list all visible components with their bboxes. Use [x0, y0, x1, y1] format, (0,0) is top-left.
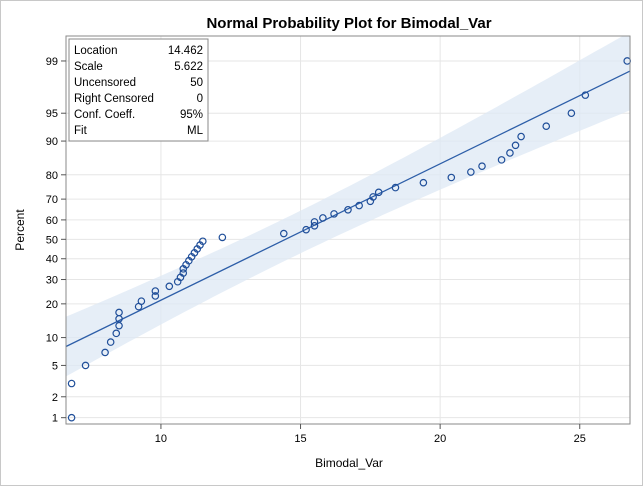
y-tick-label: 2	[52, 392, 58, 404]
data-point	[511, 141, 520, 150]
y-tick-label: 40	[46, 254, 58, 266]
data-point	[101, 348, 109, 357]
data-point	[542, 122, 551, 130]
data-point	[374, 188, 383, 197]
inset-label: Right Censored	[74, 93, 154, 105]
y-tick-label: 90	[46, 136, 58, 148]
inset-label: Uncensored	[74, 77, 136, 89]
fit-line	[66, 70, 630, 348]
data-point	[106, 338, 115, 346]
data-point	[447, 173, 456, 182]
data-point	[137, 297, 146, 305]
x-tick-label: 15	[294, 433, 306, 445]
inset-label: Fit	[74, 125, 88, 137]
data-point	[302, 225, 310, 234]
data-point	[467, 168, 475, 176]
inset-box	[68, 38, 209, 142]
y-tick-label: 99	[46, 56, 58, 68]
y-tick-label: 20	[46, 299, 58, 311]
y-tick-label: 80	[46, 170, 58, 182]
fit-line-group	[66, 70, 630, 348]
data-point	[369, 193, 377, 201]
data-point	[115, 308, 123, 317]
data-point	[81, 361, 90, 370]
data-point	[497, 156, 506, 164]
x-axis-label: Bimodal_Var	[315, 456, 383, 470]
data-point	[581, 91, 590, 99]
data-point	[151, 292, 160, 300]
data-point	[567, 109, 576, 118]
data-point	[67, 413, 76, 422]
y-tick-label: 5	[52, 360, 58, 372]
data-point	[517, 132, 525, 141]
inset-value: 5.622	[174, 61, 203, 73]
fit-statistics-inset: Location 14.462 Scale 5.622 Uncensored 50 Righ…	[68, 38, 209, 142]
data-point	[344, 205, 352, 214]
data-point	[419, 178, 428, 187]
data-point	[199, 237, 207, 246]
y-tick-label: 60	[46, 215, 58, 227]
y-tick-label: 70	[46, 194, 58, 206]
data-point	[310, 221, 319, 230]
data-point	[165, 282, 174, 291]
y-tick-label: 50	[46, 234, 58, 246]
inset-value: 0	[197, 93, 203, 105]
x-tick-label: 20	[434, 433, 446, 445]
data-point	[330, 210, 338, 218]
y-axis-label: Percent	[13, 209, 27, 251]
inset-label: Scale	[74, 61, 103, 73]
data-point	[179, 269, 188, 277]
data-point	[67, 379, 76, 388]
x-tick-label: 25	[574, 433, 586, 445]
data-points	[67, 57, 632, 422]
data-point	[506, 149, 514, 157]
y-tick-label: 95	[46, 108, 58, 120]
y-tick-label: 30	[46, 275, 58, 287]
data-point	[319, 214, 327, 222]
data-point	[112, 329, 121, 338]
data-point	[478, 162, 486, 170]
inset-label: Conf. Coeff.	[74, 109, 135, 121]
data-point	[218, 233, 227, 242]
data-point	[355, 201, 363, 210]
data-point	[279, 229, 288, 238]
data-point	[391, 183, 400, 192]
inset-label: Location	[74, 45, 117, 57]
inset-value: 14.462	[168, 45, 203, 57]
plot-area-border	[65, 35, 631, 425]
data-point	[151, 287, 160, 295]
inset-value: 50	[190, 77, 203, 89]
y-tick-label: 10	[46, 333, 58, 345]
inset-value: 95%	[180, 109, 203, 121]
data-point	[310, 218, 319, 226]
chart-title: Normal Probability Plot for Bimodal_Var	[206, 15, 491, 32]
inset-value: ML	[187, 125, 204, 137]
y-tick-label: 1	[52, 413, 58, 425]
x-tick-label: 10	[155, 433, 167, 445]
